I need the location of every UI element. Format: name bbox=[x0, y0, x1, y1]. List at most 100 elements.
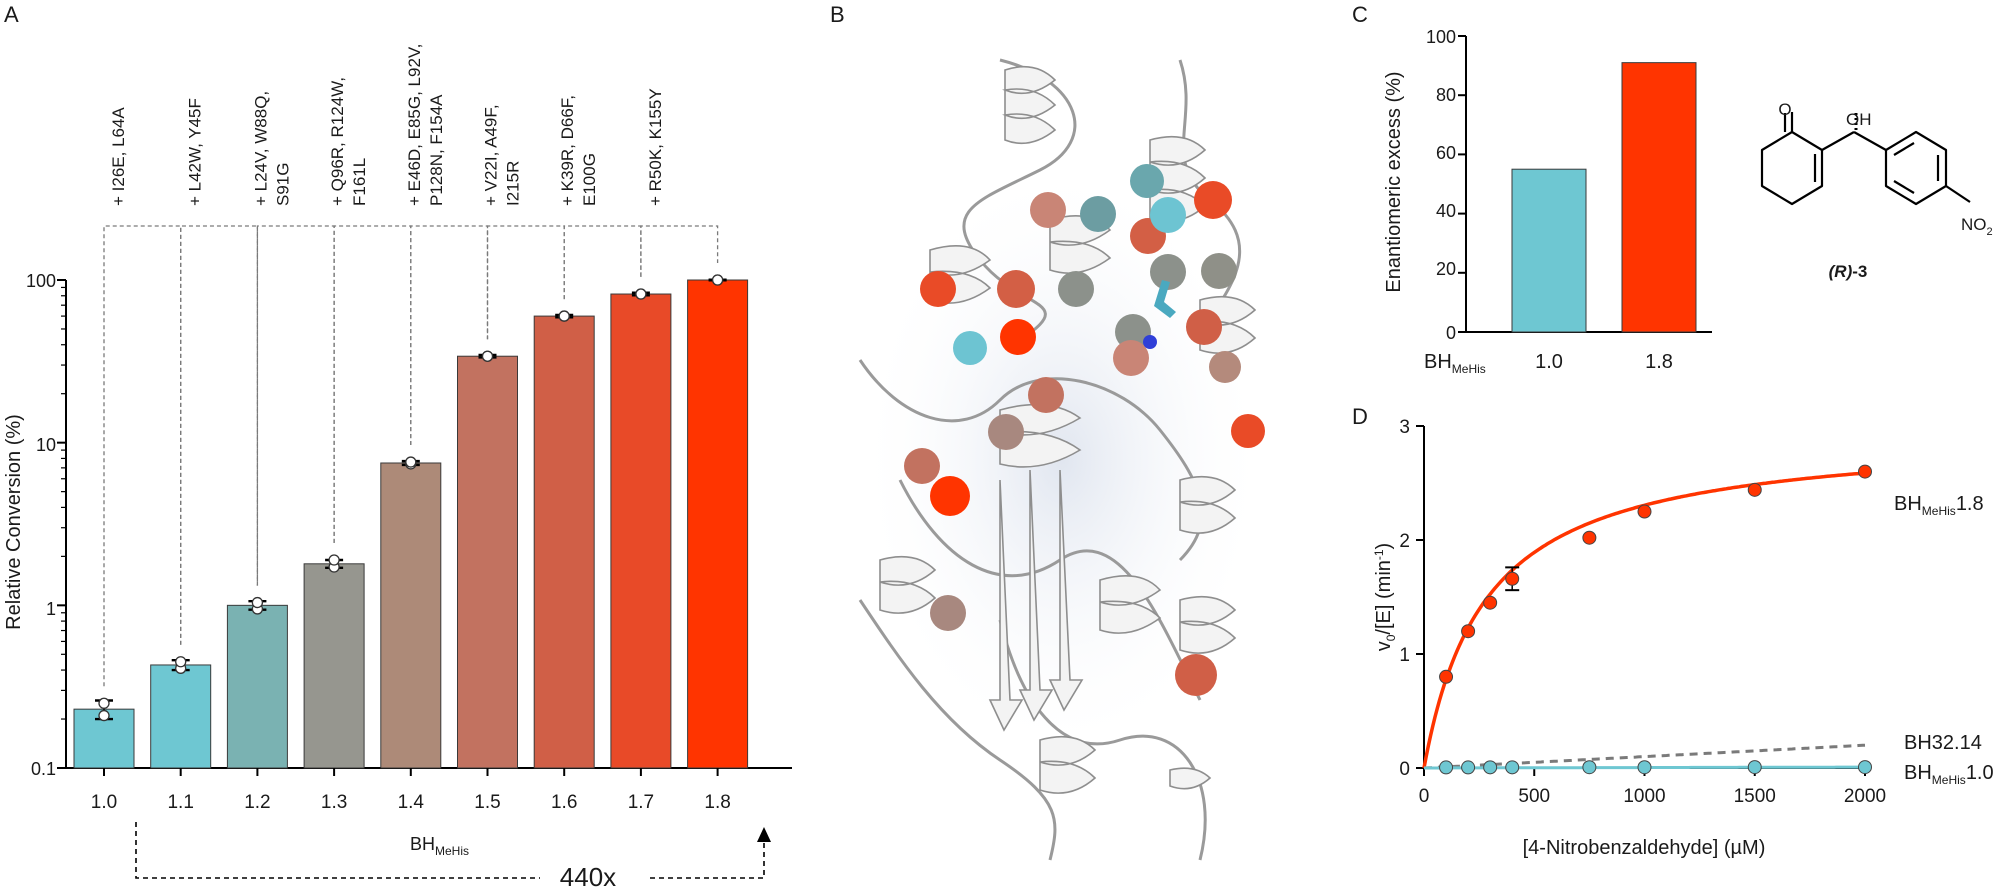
y-tick-label-1: 1 bbox=[46, 599, 56, 619]
data-point bbox=[1637, 504, 1652, 519]
x-tick-label: 1.4 bbox=[398, 792, 425, 813]
data-point bbox=[1505, 571, 1520, 586]
replicate-point bbox=[328, 554, 340, 566]
replicate-point bbox=[558, 310, 570, 322]
d-x-tick-label: 1000 bbox=[1623, 786, 1665, 807]
fold-change-arrowhead bbox=[757, 827, 771, 842]
mutation-connector bbox=[180, 225, 259, 645]
bar-1-7 bbox=[610, 293, 672, 769]
x-tick-label: 1.0 bbox=[91, 792, 117, 813]
x-tick-label: 1.3 bbox=[321, 792, 347, 813]
data-point bbox=[1582, 530, 1597, 545]
fold-change-bracket bbox=[135, 822, 765, 879]
data-point bbox=[1505, 760, 1520, 775]
c-y-tick-60: 60 bbox=[1436, 143, 1456, 163]
panel-c-letter: C bbox=[1352, 2, 1368, 27]
panel-c: C Enantiomeric excess (%) BHMeHis 100 80… bbox=[1352, 2, 1993, 376]
bar-1-5 bbox=[457, 355, 518, 769]
panel-a-letter: A bbox=[4, 2, 19, 27]
y-tick-label-10: 10 bbox=[36, 435, 56, 455]
replicate-point bbox=[481, 350, 494, 362]
data-point bbox=[1582, 760, 1597, 775]
data-point bbox=[1483, 595, 1498, 610]
c-y-tick-100: 100 bbox=[1426, 27, 1456, 47]
replicate-point bbox=[405, 456, 417, 468]
data-point bbox=[1858, 464, 1872, 479]
replicate-point bbox=[98, 697, 110, 709]
panel-d-y-axis-label: v0/[E] (min-1) bbox=[1372, 543, 1398, 651]
panel-a-x-axis-label: BHMeHis bbox=[410, 834, 469, 858]
ee-bar-1-0 bbox=[1511, 168, 1587, 333]
x-tick-label: 1.2 bbox=[244, 792, 270, 813]
mutation-connector bbox=[103, 225, 182, 687]
x-tick-label: 1.1 bbox=[167, 792, 193, 813]
c-y-tick-40: 40 bbox=[1436, 201, 1456, 221]
compound-label: (R)-3 bbox=[1829, 262, 1868, 281]
d-y-tick-label: 3 bbox=[1399, 417, 1410, 438]
aryl-bond bbox=[1853, 131, 1887, 151]
bar-1-6 bbox=[533, 315, 595, 769]
data-point bbox=[1858, 760, 1872, 775]
compound-ketone-o: O bbox=[1778, 100, 1791, 119]
cyclohexenone-ring bbox=[1760, 130, 1824, 206]
panel-b-letter: B bbox=[830, 2, 845, 27]
bar-1-3 bbox=[303, 563, 365, 769]
mutation-connector bbox=[563, 225, 642, 300]
legend-bhmehis-1-8: BHMeHis1.8 bbox=[1894, 493, 1984, 518]
c-y-tick-20: 20 bbox=[1436, 259, 1456, 279]
x-tick-label: 1.5 bbox=[474, 792, 500, 813]
mutation-label: + R50K, K155Y bbox=[646, 88, 665, 206]
c-x-tick-label: 1.0 bbox=[1535, 351, 1563, 373]
legend-bh32-14: BH32.14 bbox=[1904, 732, 1982, 754]
x-tick-label: 1.7 bbox=[628, 792, 654, 813]
y-tick-label-100: 100 bbox=[26, 271, 56, 291]
mutation-label: + K39R, D66F, E100G bbox=[558, 95, 599, 206]
panel-d-x-axis-label: [4-Nitrobenzaldehyde] (µM) bbox=[1523, 837, 1766, 859]
data-point bbox=[1747, 482, 1762, 497]
d-x-tick-label: 2000 bbox=[1844, 786, 1886, 807]
panel-a-y-ticks: 100 10 1 0.1 bbox=[26, 271, 56, 779]
d-y-tick-label: 2 bbox=[1399, 531, 1410, 552]
mutation-label: + V22I, A49F, I215R bbox=[482, 104, 523, 206]
compound-nitro: NO2 bbox=[1961, 215, 1993, 238]
bar-1-4 bbox=[380, 462, 442, 769]
panel-c-row-label: BHMeHis bbox=[1424, 351, 1486, 376]
c-y-tick-0: 0 bbox=[1446, 323, 1456, 343]
panel-d: D v0/[E] (min-1) [4-Nitrobenzaldehyde] (… bbox=[1352, 404, 1994, 859]
d-x-tick-label: 500 bbox=[1518, 786, 1550, 807]
x-tick-label: 1.8 bbox=[704, 792, 730, 813]
ee-bar-1-8 bbox=[1621, 62, 1697, 333]
data-point bbox=[1483, 760, 1498, 775]
c-y-tick-80: 80 bbox=[1436, 85, 1456, 105]
x-tick-label: 1.6 bbox=[551, 792, 577, 813]
panel-a: A Relative Conversion (%) 100 10 1 0.1 B… bbox=[3, 2, 792, 891]
data-point bbox=[1637, 760, 1652, 775]
bar-1-1 bbox=[150, 664, 212, 769]
data-point bbox=[1747, 760, 1762, 775]
data-point bbox=[1439, 669, 1454, 684]
compound-oh: OH bbox=[1846, 110, 1872, 129]
legend-bhmehis-1-0: BHMeHis1.0 bbox=[1904, 762, 1994, 787]
d-y-tick-label: 1 bbox=[1399, 645, 1410, 666]
bar-1-8 bbox=[687, 279, 749, 769]
bar-1-2 bbox=[226, 604, 288, 769]
data-point bbox=[1461, 760, 1476, 775]
mutation-label: + Q96R, R124W, F161L bbox=[328, 77, 369, 206]
d-x-tick-label: 0 bbox=[1419, 786, 1430, 807]
panel-a-y-axis-label: Relative Conversion (%) bbox=[3, 414, 25, 630]
mutation-label: + L24V, W88Q, S91G bbox=[251, 91, 292, 206]
link-bond bbox=[1821, 131, 1855, 151]
d-x-tick-label: 1500 bbox=[1734, 786, 1776, 807]
data-point bbox=[1439, 760, 1454, 775]
mutation-label: + E46D, E85G, L92V, P128N, F154A bbox=[405, 44, 446, 206]
mutation-spheres bbox=[904, 164, 1265, 696]
mutation-label: + I26E, L64A bbox=[109, 107, 128, 206]
panel-b: B bbox=[830, 2, 1267, 861]
mutation-connector bbox=[256, 225, 335, 586]
panel-c-y-ticks: 100 80 60 40 20 0 bbox=[1426, 27, 1456, 343]
d-y-tick-label: 0 bbox=[1399, 759, 1410, 780]
panel-d-letter: D bbox=[1352, 404, 1368, 429]
replicate-point bbox=[711, 274, 724, 286]
panel-c-y-axis-label: Enantiomeric excess (%) bbox=[1383, 71, 1405, 292]
